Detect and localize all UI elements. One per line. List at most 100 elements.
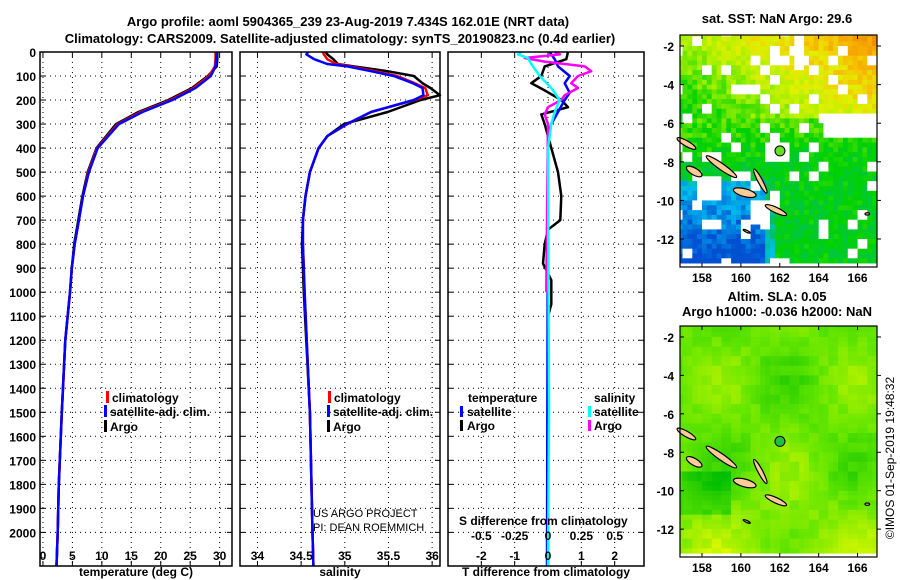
map-cell — [804, 181, 810, 187]
depth-tick-label: 1700 — [9, 454, 36, 468]
map-cell — [726, 341, 732, 347]
map-cell — [794, 46, 800, 52]
map-cell — [680, 123, 683, 129]
map-cell — [740, 341, 747, 347]
map-cell — [833, 524, 839, 530]
map-cell — [799, 253, 805, 259]
lat-tick-label: -6 — [663, 408, 674, 422]
map-cell — [726, 327, 732, 333]
map-cell — [867, 548, 873, 554]
map-cell — [692, 442, 698, 448]
map-cell — [731, 481, 737, 487]
map-cell — [779, 195, 786, 201]
map-cell — [872, 413, 878, 419]
map-cell — [745, 361, 751, 367]
map-cell — [779, 375, 786, 381]
map-cell — [843, 370, 849, 376]
map-cell — [711, 229, 717, 235]
map-cell — [736, 50, 742, 56]
map-cell — [857, 147, 863, 153]
map-cell — [711, 79, 717, 85]
map-cell — [697, 533, 703, 540]
map-cell — [706, 36, 713, 42]
map-cell — [847, 79, 854, 85]
map-cell — [823, 94, 829, 100]
map-cell — [823, 457, 829, 463]
map-cell — [716, 337, 722, 343]
map-cell — [838, 351, 844, 357]
map-cell — [872, 533, 878, 540]
map-cell — [804, 529, 810, 535]
map-cell — [862, 60, 868, 66]
map-cell — [687, 447, 693, 453]
map-cell — [784, 205, 790, 211]
map-cell — [706, 118, 713, 124]
map-cell — [799, 41, 805, 47]
salinity-legend: climatology satellite-adj. clim. Argo — [327, 391, 433, 434]
map-cell — [760, 423, 766, 429]
map-cell — [813, 176, 820, 182]
map-cell — [872, 423, 878, 429]
map-cell — [731, 75, 737, 81]
map-cell — [867, 428, 873, 434]
map-cell — [731, 524, 737, 530]
map-cell — [784, 365, 790, 371]
map-cell — [736, 533, 742, 540]
map-cell — [774, 485, 781, 492]
map-cell — [857, 142, 863, 148]
map-cell — [843, 332, 849, 338]
map-cell — [784, 36, 790, 42]
map-cell — [682, 543, 688, 549]
map-cell — [755, 394, 761, 400]
map-cell — [867, 190, 873, 196]
map-cell — [828, 341, 834, 347]
map-cell — [721, 258, 727, 264]
map-cell — [726, 248, 732, 254]
map-cell — [838, 190, 844, 196]
map-cell — [843, 509, 849, 516]
map-cell — [716, 152, 722, 158]
map-cell — [702, 519, 708, 525]
map-cell — [716, 524, 722, 530]
map-cell — [794, 548, 800, 554]
map-cell — [823, 538, 829, 544]
map-cell — [711, 423, 717, 429]
map-cell — [697, 437, 703, 443]
legend-label-t-argo: Argo — [467, 419, 495, 433]
map-cell — [779, 433, 786, 439]
map-cell — [711, 50, 717, 56]
map-cell — [794, 60, 800, 66]
map-cell — [774, 176, 781, 182]
map-cell — [794, 413, 800, 419]
map-cell — [872, 418, 878, 424]
map-cell — [731, 176, 737, 182]
map-cell — [682, 147, 688, 153]
map-cell — [680, 351, 683, 357]
map-cell — [687, 394, 693, 400]
legend-label-t-satellite: satellite — [467, 405, 512, 419]
map-cell — [716, 361, 722, 367]
map-cell — [823, 50, 829, 56]
map-cell — [779, 356, 786, 362]
map-cell — [774, 428, 781, 434]
map-cell — [789, 485, 795, 492]
map-cell — [770, 404, 776, 410]
map-cell — [789, 132, 795, 139]
map-cell — [682, 380, 688, 386]
map-cell — [818, 190, 824, 196]
map-cell — [862, 171, 868, 177]
map-cell — [687, 500, 693, 506]
map-cell — [867, 94, 873, 100]
map-cell — [774, 471, 781, 477]
map-cell — [702, 495, 708, 501]
map-cell — [847, 103, 854, 110]
map-cell — [808, 253, 815, 259]
map-cell — [680, 375, 683, 381]
map-cell — [804, 365, 810, 371]
map-cell — [692, 481, 698, 487]
map-cell — [872, 46, 878, 52]
map-cell — [736, 461, 742, 468]
map-cell — [716, 447, 722, 453]
map-cell — [774, 99, 781, 105]
map-cell — [755, 457, 761, 463]
